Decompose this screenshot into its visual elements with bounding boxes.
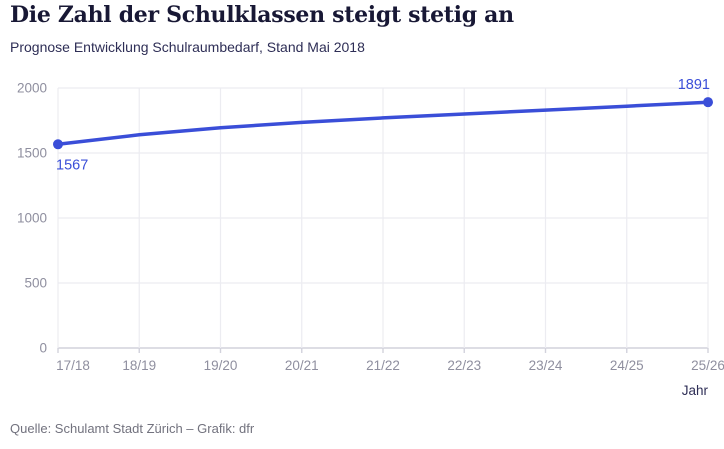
data-point-dot (53, 139, 63, 150)
data-point-dot (703, 97, 713, 108)
y-tick-label: 1000 (17, 211, 47, 226)
x-tick-label: 20/21 (285, 358, 319, 373)
line-series (56, 100, 710, 147)
x-tick-label: 23/24 (529, 358, 563, 373)
source-credit: Quelle: Schulamt Stadt Zürich – Grafik: … (10, 421, 255, 436)
data-point-label: 1567 (56, 157, 88, 173)
x-tick-label: 18/19 (122, 358, 156, 373)
y-tick-label: 500 (24, 276, 47, 291)
x-tick-label: 22/23 (447, 358, 481, 373)
x-tick-label: 19/20 (204, 358, 238, 373)
x-tick-label: 17/18 (56, 358, 90, 373)
y-tick-label: 0 (39, 341, 47, 356)
line-chart: 0 500 1000 1500 2000 17/18 18/19 19/20 20/21 21/2… (17, 77, 724, 398)
chart-title: Die Zahl der Schulklassen steigt stetig … (10, 2, 514, 28)
x-tick-label: 25/26 (691, 358, 724, 373)
x-tick-label: 21/22 (366, 358, 400, 373)
x-axis-title: Jahr (682, 383, 709, 398)
chart-subtitle: Prognose Entwicklung Schulraumbedarf, St… (10, 39, 365, 55)
y-tick-label: 1500 (17, 146, 47, 161)
y-tick-label: 2000 (17, 81, 47, 96)
data-point-label: 1891 (678, 77, 710, 93)
x-tick-label: 24/25 (610, 358, 644, 373)
